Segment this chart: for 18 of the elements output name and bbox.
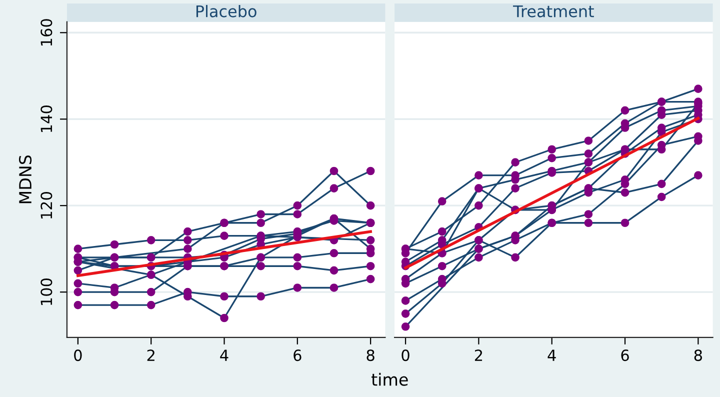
chart-title: Treatment [513,5,594,18]
x-tick-label: 4 [220,350,228,361]
y-tick-label: 160 [40,19,52,46]
chart-title: Placebo [196,4,256,18]
x-axis-title: time [372,372,408,386]
y-tick-label: 120 [40,192,52,218]
x-tick-label: 4 [548,350,556,361]
x-tick-label: 6 [621,350,629,362]
x-tick-label: 0 [74,350,82,362]
x-tick-label: 8 [366,350,374,362]
x-tick-label: 6 [294,350,302,362]
y-axis-title: MDNS [18,155,32,204]
y-tick-label: 100 [40,278,52,305]
x-tick-label: 0 [402,350,410,362]
x-tick-label: 2 [147,350,154,361]
x-tick-label: 2 [474,350,482,361]
x-tick-label: 8 [694,350,702,362]
y-tick-label: 140 [40,106,52,132]
